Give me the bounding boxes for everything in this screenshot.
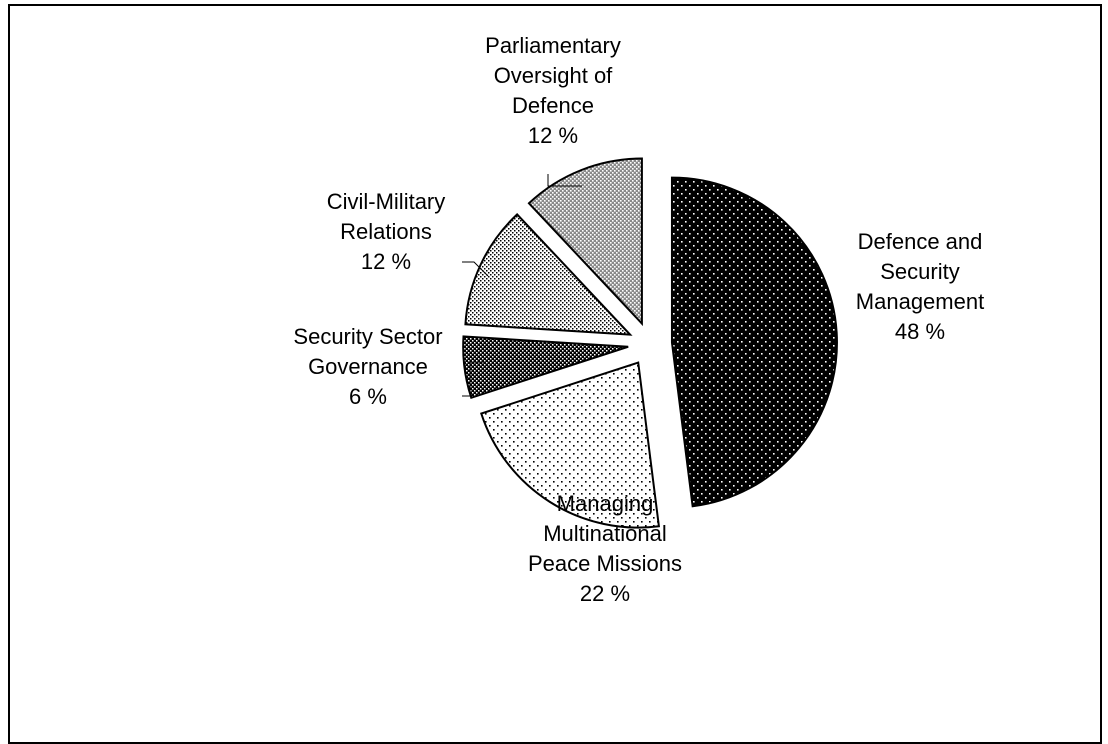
pie-slices bbox=[462, 157, 838, 529]
slice-label-0: Defence and Security Management 48 % bbox=[856, 229, 984, 344]
pie-slice-3 bbox=[464, 212, 633, 336]
pie-slice-0 bbox=[670, 176, 838, 508]
chart-frame bbox=[8, 4, 1102, 744]
slice-label-2: Security Sector Governance 6 % bbox=[293, 324, 442, 409]
slice-category-label: Defence and bbox=[858, 229, 983, 254]
leader-line-3 bbox=[462, 261, 489, 277]
pie-slice-2 bbox=[462, 335, 629, 400]
leader-line-4 bbox=[547, 174, 582, 187]
slice-label-1: Managing Multinational Peace Missions 22 % bbox=[528, 491, 682, 606]
slice-category-label: Oversight of bbox=[494, 63, 613, 88]
slice-category-label: Peace Missions bbox=[528, 551, 682, 576]
slice-category-label: Relations bbox=[340, 219, 432, 244]
slice-category-label: Multinational bbox=[543, 521, 667, 546]
pie-slice-4 bbox=[527, 157, 643, 327]
slice-category-label: Defence bbox=[512, 93, 594, 118]
slice-category-label: Security Sector bbox=[293, 324, 442, 349]
slice-category-label: Civil-Military bbox=[327, 189, 446, 214]
slice-value-label: 22 % bbox=[580, 581, 630, 606]
slice-label-3: Civil-Military Relations 12 % bbox=[327, 189, 446, 274]
pie-slice-1 bbox=[480, 361, 661, 529]
slice-category-label: Governance bbox=[308, 354, 428, 379]
slice-value-label: 48 % bbox=[895, 319, 945, 344]
slice-value-label: 12 % bbox=[361, 249, 411, 274]
slice-value-label: 12 % bbox=[528, 123, 578, 148]
leader-lines bbox=[462, 174, 582, 397]
slice-category-label: Parliamentary bbox=[485, 33, 621, 58]
leader-line-2 bbox=[462, 361, 484, 397]
slice-labels: Defence and Security Management 48 % Managin… bbox=[293, 33, 984, 606]
slice-category-label: Management bbox=[856, 289, 984, 314]
slice-category-label: Security bbox=[880, 259, 959, 284]
slice-label-4: Parliamentary Oversight of Defence 12 % bbox=[485, 33, 621, 148]
slice-value-label: 6 % bbox=[349, 384, 387, 409]
slice-category-label: Managing bbox=[557, 491, 654, 516]
